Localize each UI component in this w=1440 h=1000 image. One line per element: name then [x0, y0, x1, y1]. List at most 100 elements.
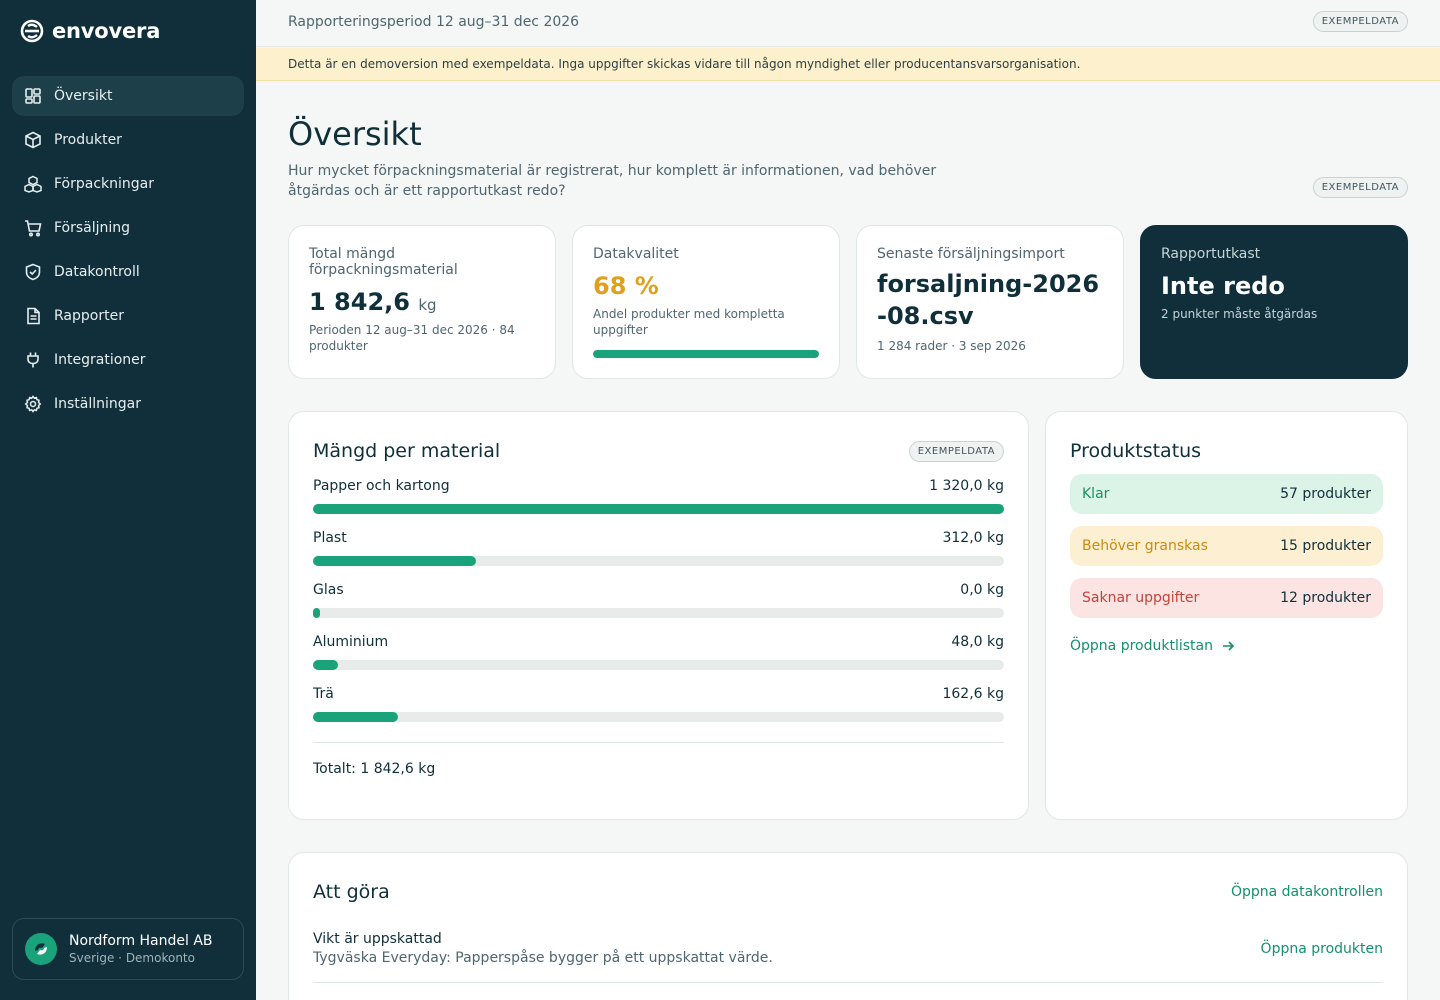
material-bar-fill [313, 504, 1004, 514]
sidebar-item-datakontroll[interactable]: Datakontroll [12, 252, 244, 292]
sidebar: envovera Översikt Produkter Förpackninga… [0, 0, 256, 1000]
kpi-value: 1 842,6 kg [309, 288, 535, 316]
section-title: Mängd per material [313, 440, 501, 462]
material-value: 162,6 kg [942, 686, 1004, 702]
material-name: Aluminium [313, 634, 389, 650]
sidebar-item-forpackningar[interactable]: Förpackningar [12, 164, 244, 204]
section-title: Produktstatus [1070, 440, 1202, 462]
shield-check-icon [24, 263, 42, 281]
materials-card: Mängd per material EXEMPELDATA Papper oc… [288, 411, 1029, 820]
gear-icon [24, 395, 42, 413]
material-bar-fill [313, 556, 477, 566]
sidebar-item-label: Försäljning [54, 220, 131, 236]
brand-logo[interactable]: envovera [20, 19, 160, 43]
status-row-klar[interactable]: Klar 57 produkter [1070, 474, 1383, 514]
kpi-value: Inte redo [1161, 272, 1285, 300]
material-name: Glas [313, 582, 344, 598]
kpi-subtext: Perioden 12 aug–31 dec 2026 · 84 produkt… [309, 323, 515, 353]
material-row: Papper och kartong 1 320,0 kg [313, 478, 1004, 514]
sidebar-item-produkter[interactable]: Produkter [12, 120, 244, 160]
demo-banner-text: Detta är en demoversion med exempeldata.… [288, 57, 1081, 71]
kpi-label: Datakvalitet [593, 246, 679, 262]
todo-card: Att göra Öppna datakontrollen Vikt är up… [288, 852, 1408, 1000]
material-row: Trä 162,6 kg [313, 686, 1004, 722]
sidebar-item-rapporter[interactable]: Rapporter [12, 296, 244, 336]
brand-name: envovera [52, 19, 161, 43]
material-bar [313, 556, 1004, 566]
org-switcher[interactable]: Nordform Handel AB Sverige · Demokonto [12, 918, 244, 980]
example-data-badge: EXEMPELDATA [1312, 11, 1408, 32]
kpi-subtext: 2 punkter måste åtgärdas [1161, 307, 1318, 321]
demo-banner: Detta är en demoversion med exempeldata.… [256, 48, 1440, 81]
material-bar [313, 660, 1004, 670]
org-subtitle: Sverige · Demokonto [69, 951, 195, 965]
status-row-missing-info[interactable]: Saknar uppgifter 12 produkter [1070, 578, 1383, 618]
page-subtitle: Hur mycket förpackningsmaterial är regis… [288, 163, 937, 199]
cart-icon [24, 219, 42, 237]
sidebar-item-oversikt[interactable]: Översikt [12, 76, 244, 116]
status-row-needs-review[interactable]: Behöver granskas 15 produkter [1070, 526, 1383, 566]
open-data-control-link[interactable]: Öppna datakontrollen [1230, 884, 1383, 900]
kpi-value: 68 % [593, 272, 659, 300]
data-quality-progress [593, 350, 819, 358]
material-row: Aluminium 48,0 kg [313, 634, 1004, 670]
todo-item: Vikt är uppskattad Tygväska Everyday: Pa… [313, 915, 1383, 983]
link-label: Öppna produktlistan [1070, 638, 1213, 654]
reporting-period: Rapporteringsperiod 12 aug–31 dec 2026 [288, 14, 580, 30]
example-data-badge: EXEMPELDATA [1312, 177, 1408, 198]
section-title: Att göra [313, 881, 390, 903]
org-avatar [25, 933, 57, 965]
box-icon [24, 131, 42, 149]
sidebar-item-label: Översikt [54, 88, 113, 104]
kpi-card-report-draft[interactable]: Rapportutkast Inte redo 2 punkter måste … [1140, 225, 1408, 379]
material-bar [313, 712, 1004, 722]
kpi-subtext: 1 284 rader · 3 sep 2026 [877, 339, 1026, 353]
material-row: Glas 0,0 kg [313, 582, 1004, 618]
kpi-card-data-quality: Datakvalitet 68 % Andel produkter med ko… [572, 225, 840, 379]
plug-icon [24, 351, 42, 369]
material-bar-fill [313, 660, 338, 670]
kpi-value-number: 1 842,6 [309, 288, 410, 316]
todo-item-description: Tygväska Everyday: Papperspåse bygger på… [313, 950, 773, 966]
status-count: 57 produkter [1280, 486, 1371, 502]
sidebar-item-forsaljning[interactable]: Försäljning [12, 208, 244, 248]
kpi-card-latest-import: Senaste försäljningsimport forsaljning-2… [856, 225, 1124, 379]
sidebar-item-label: Inställningar [54, 396, 142, 412]
sidebar-item-label: Produkter [54, 132, 122, 148]
org-name: Nordform Handel AB [69, 933, 213, 949]
open-product-link[interactable]: Öppna produkten [1260, 940, 1383, 957]
sidebar-item-label: Integrationer [54, 352, 146, 368]
kpi-label: Total mängd förpackningsmaterial [309, 246, 458, 278]
sidebar-nav: Översikt Produkter Förpackningar Försälj… [12, 76, 244, 428]
material-value: 48,0 kg [951, 634, 1004, 650]
grid-icon [24, 87, 42, 105]
status-label: Klar [1082, 486, 1110, 502]
sidebar-item-label: Rapporter [54, 308, 124, 324]
sidebar-item-label: Förpackningar [54, 176, 155, 192]
kpi-label: Senaste försäljningsimport [877, 246, 1065, 262]
material-bar-fill [313, 712, 398, 722]
envovera-logo-icon [20, 19, 44, 43]
status-count: 12 produkter [1280, 590, 1371, 606]
material-name: Papper och kartong [313, 478, 450, 494]
org-logo-icon [35, 943, 47, 955]
status-label: Saknar uppgifter [1082, 590, 1200, 606]
data-quality-progress-fill [593, 350, 819, 358]
status-count: 15 produkter [1280, 538, 1371, 554]
material-value: 1 320,0 kg [929, 478, 1004, 494]
materials-list: Papper och kartong 1 320,0 kg Plast 312,0 … [313, 478, 1004, 722]
status-label: Behöver granskas [1082, 538, 1208, 554]
open-product-list-link[interactable]: Öppna produktlistan [1070, 638, 1383, 654]
boxes-icon [24, 175, 42, 193]
kpi-card-total: Total mängd förpackningsmaterial 1 842,6… [288, 225, 556, 379]
sidebar-item-installningar[interactable]: Inställningar [12, 384, 244, 424]
topbar: Rapporteringsperiod 12 aug–31 dec 2026 E… [256, 0, 1440, 47]
material-bar [313, 608, 1004, 618]
material-row: Plast 312,0 kg [313, 530, 1004, 566]
kpi-subtext: Andel produkter med kompletta uppgifter [593, 307, 785, 337]
sidebar-item-label: Datakontroll [54, 264, 140, 280]
kpi-value: forsaljning-2026-08.csv [877, 270, 1100, 330]
sidebar-item-integrationer[interactable]: Integrationer [12, 340, 244, 380]
kpi-label: Rapportutkast [1161, 246, 1261, 262]
document-icon [24, 307, 42, 325]
